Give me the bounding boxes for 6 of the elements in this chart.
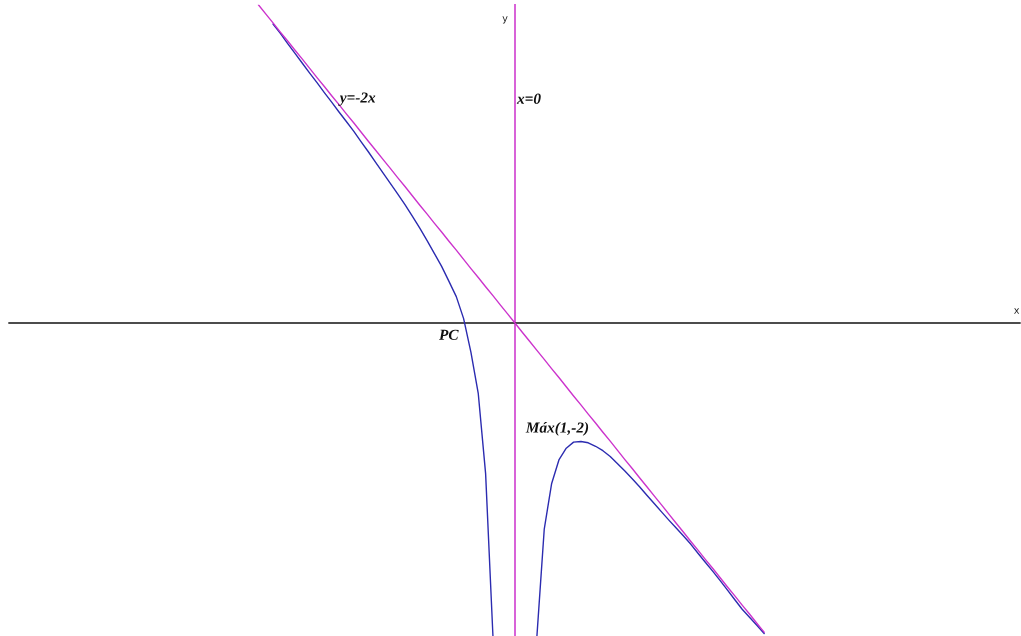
annotation: x=0 xyxy=(516,93,541,104)
series-label: y=-2x xyxy=(338,92,376,106)
text: x xyxy=(1014,308,1020,314)
annotation: Máx(1,-2) xyxy=(525,422,589,436)
annotation: PC xyxy=(439,329,459,340)
y-axis-title: y xyxy=(502,16,508,24)
